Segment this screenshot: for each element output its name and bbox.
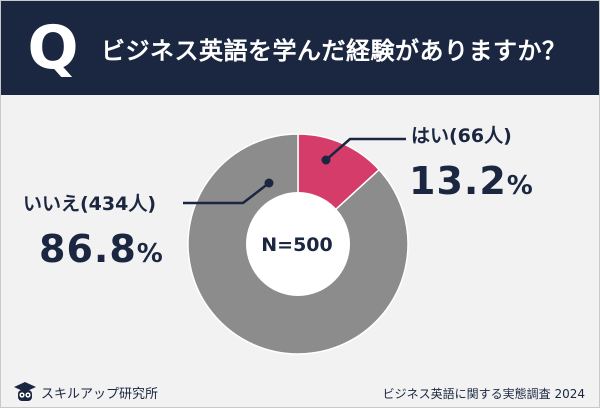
no-leader-dot [264, 178, 274, 188]
yes-percent-sign: % [506, 171, 534, 201]
donut-chart [183, 133, 409, 355]
question-header: Q ビジネス英語を学んだ経験がありますか？ [1, 1, 599, 95]
no-percent-number: 86.8 [39, 227, 137, 271]
yes-leader-dot [321, 155, 331, 165]
question-title: ビジネス英語を学んだ経験がありますか？ [101, 37, 567, 65]
sample-size-label: N=500 [261, 234, 333, 256]
q-letter-icon: Q [27, 13, 79, 83]
leader-lines [183, 137, 406, 205]
yes-slice-percent: 13.2% [409, 159, 534, 203]
brand-name: スキルアップ研究所 [41, 386, 159, 402]
yes-percent-number: 13.2 [409, 159, 507, 203]
no-slice-percent: 86.8% [39, 227, 164, 271]
yes-leader-line [325, 137, 406, 161]
no-slice-label: いいえ(434人) [23, 193, 157, 215]
survey-source: ビジネス英語に関する実態調査 2024 [382, 387, 585, 401]
donut-hole [246, 192, 350, 296]
yes-slice-label: はい(66人) [411, 125, 512, 147]
no-percent-sign: % [136, 239, 164, 269]
brand-logo: スキルアップ研究所 [13, 380, 158, 404]
no-leader-line [183, 182, 270, 205]
graduation-owl-icon [14, 382, 36, 401]
